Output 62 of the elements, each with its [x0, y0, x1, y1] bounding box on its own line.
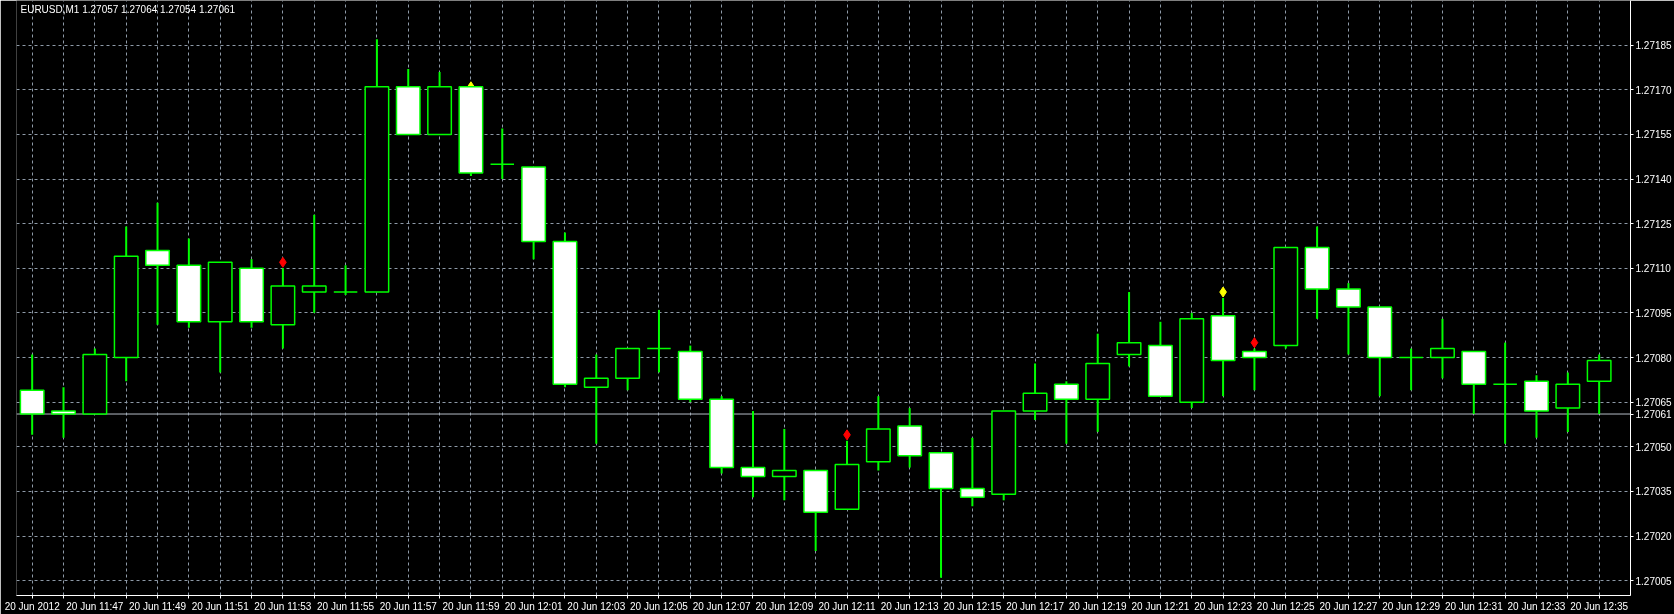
y-tick-label: 1.27080: [1635, 352, 1673, 364]
y-tick-label: 1.27050: [1635, 441, 1673, 453]
candlestick: [1335, 282, 1361, 356]
candlestick: [51, 386, 77, 439]
x-tick-label: 20 Jun 12:31: [1444, 600, 1504, 612]
point: [1250, 337, 1259, 349]
x-tick-label: 20 Jun 12:27: [1319, 600, 1378, 612]
x-tick-label: 20 Jun 12:35: [1570, 600, 1629, 612]
x-tick-label: 20 Jun 12:07: [692, 600, 751, 612]
y-tick-label: 1.27095: [1635, 307, 1673, 319]
x-tick-label: 20 Jun 2012: [4, 600, 61, 612]
x-tick-label: 20 Jun 12:03: [567, 600, 626, 612]
x-tick-label: 20 Jun 12:17: [1006, 600, 1065, 612]
candlestick: [583, 353, 609, 445]
x-tick-label: 20 Jun 12:25: [1256, 600, 1316, 612]
candlestick: [740, 410, 766, 499]
x-tick-label: 20 Jun 11:53: [254, 600, 312, 612]
candlestick: [301, 213, 327, 314]
x-tick-label: 20 Jun 11:51: [191, 600, 250, 612]
y-tick-label: 1.27125: [1635, 218, 1673, 230]
y-tick-label: 1.27185: [1635, 40, 1673, 52]
x-tick-label: 20 Jun 12:09: [755, 600, 814, 612]
x-tick-label: 20 Jun 12:05: [630, 600, 689, 612]
y-tick-label: 1.27155: [1635, 129, 1673, 141]
y-tick-label: 1.27035: [1635, 486, 1673, 498]
candlestick: [1022, 362, 1048, 421]
y-tick-label: 1.27005: [1635, 575, 1673, 587]
x-tick-label: 20 Jun 11:55: [317, 600, 375, 612]
candlestick: [19, 353, 45, 436]
candlestick: [646, 308, 672, 374]
candlestick: [1586, 353, 1612, 416]
x-tick-label: 20 Jun 12:15: [943, 600, 1002, 612]
x-tick-label: 20 Jun 11:59: [442, 600, 500, 612]
x-tick-label: 20 Jun 12:33: [1507, 600, 1566, 612]
x-tick-label: 20 Jun 11:47: [66, 600, 124, 612]
candlestick: [1398, 347, 1424, 392]
x-tick-label: 20 Jun 12:29: [1382, 600, 1441, 612]
candlestick: [145, 201, 171, 326]
y-tick-label: 1.27020: [1635, 531, 1673, 542]
candlestick: [959, 436, 985, 508]
y-tick-label: 1.27170: [1635, 84, 1673, 96]
x-tick-label: 20 Jun 12:11: [818, 600, 876, 612]
candlestick: [489, 127, 515, 180]
ref-line-label: 1.27061: [1635, 409, 1673, 421]
x-tick-label: 20 Jun 12:01: [504, 600, 563, 612]
x-tick-label: 20 Jun 12:19: [1068, 600, 1128, 612]
candlestick: [1555, 371, 1581, 433]
x-tick-label: 20 Jun 12:21: [1131, 600, 1190, 612]
candlestick: [1053, 380, 1079, 445]
y-tick-label: 1.27065: [1635, 397, 1673, 409]
x-tick-label: 20 Jun 12:23: [1194, 600, 1253, 612]
y-tick-label: 1.27110: [1635, 263, 1672, 275]
candlestick: [1116, 291, 1142, 368]
candlestick: [333, 264, 359, 297]
candlestick: [1429, 317, 1455, 380]
chart-title: EURUSD,M1 1.27057 1.27064 1.27054 1.27061: [20, 3, 236, 15]
candlestick: [771, 427, 797, 502]
x-tick-label: 20 Jun 11:49: [128, 600, 187, 612]
candlestick: [1492, 341, 1518, 445]
x-tick-label: 20 Jun 12:13: [880, 600, 940, 612]
y-tick-label: 1.27140: [1635, 174, 1673, 185]
x-tick-label: 20 Jun 11:57: [379, 600, 438, 612]
